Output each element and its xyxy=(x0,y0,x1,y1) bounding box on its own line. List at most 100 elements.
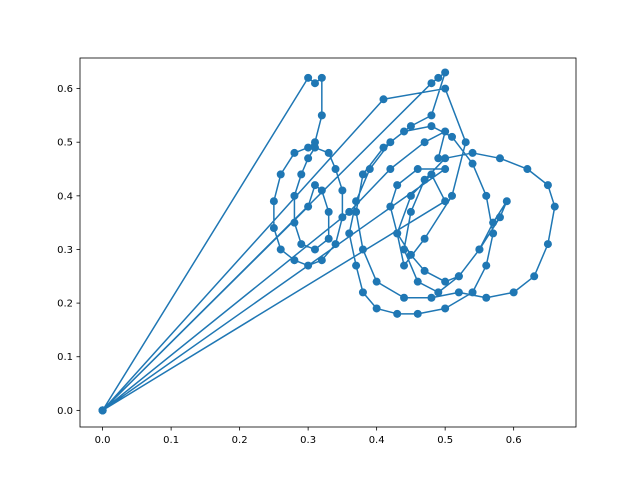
data-point xyxy=(495,213,504,222)
x-tick-label: 0.6 xyxy=(506,435,522,446)
data-point xyxy=(406,207,415,216)
data-point xyxy=(317,111,326,120)
data-point xyxy=(290,256,299,265)
data-point xyxy=(290,218,299,227)
data-point xyxy=(427,122,436,131)
data-point xyxy=(372,277,381,286)
data-point xyxy=(290,191,299,200)
data-point xyxy=(386,202,395,211)
data-point xyxy=(420,266,429,275)
data-point xyxy=(304,143,313,152)
data-point xyxy=(324,234,333,243)
data-point xyxy=(276,170,285,179)
data-point xyxy=(297,170,306,179)
data-point xyxy=(352,207,361,216)
data-point xyxy=(269,224,278,233)
data-point xyxy=(441,68,450,77)
data-point xyxy=(310,245,319,254)
data-point xyxy=(441,197,450,206)
data-point xyxy=(468,288,477,297)
data-point xyxy=(400,293,409,302)
data-point xyxy=(304,261,313,270)
data-point xyxy=(502,197,511,206)
data-point xyxy=(331,240,340,249)
data-point xyxy=(338,186,347,195)
data-point xyxy=(523,165,532,174)
axes-layer: 0.0 0.1 0.2 0.3 0.4 0.5 0.6 0.0 0.1 0.2 0.3 0.4 0.5 0… xyxy=(57,57,577,446)
data-point xyxy=(345,229,354,238)
data-point xyxy=(489,229,498,238)
data-point xyxy=(543,240,552,249)
data-point xyxy=(454,288,463,297)
data-point xyxy=(345,207,354,216)
data-point xyxy=(509,288,518,297)
data-point xyxy=(441,84,450,93)
x-tick-label: 0.1 xyxy=(163,435,179,446)
data-point xyxy=(269,197,278,206)
data-point xyxy=(317,256,326,265)
data-point xyxy=(420,175,429,184)
data-point xyxy=(304,202,313,211)
data-point xyxy=(331,165,340,174)
data-point xyxy=(324,207,333,216)
data-point xyxy=(530,272,539,281)
data-point xyxy=(489,218,498,227)
x-tick-label: 0.2 xyxy=(232,435,248,446)
data-point xyxy=(352,197,361,206)
data-point xyxy=(365,165,374,174)
data-point xyxy=(352,261,361,270)
data-point xyxy=(482,293,491,302)
series-layer xyxy=(98,68,559,415)
data-point xyxy=(441,165,450,174)
data-point xyxy=(317,186,326,195)
data-point xyxy=(310,181,319,190)
data-point xyxy=(379,143,388,152)
data-point xyxy=(338,213,347,222)
data-point xyxy=(468,159,477,168)
data-point xyxy=(406,122,415,131)
y-tick-label: 0.3 xyxy=(57,245,73,256)
data-point xyxy=(434,154,443,163)
data-point xyxy=(413,277,422,286)
data-point xyxy=(434,288,443,297)
data-point xyxy=(427,293,436,302)
data-point xyxy=(304,154,313,163)
data-point xyxy=(310,143,319,152)
y-tick-label: 0.5 xyxy=(57,138,73,149)
data-point xyxy=(475,245,484,254)
data-point xyxy=(543,181,552,190)
data-point xyxy=(386,138,395,147)
x-tick-label: 0.5 xyxy=(437,435,453,446)
data-point xyxy=(393,309,402,318)
data-point xyxy=(290,148,299,157)
data-point xyxy=(406,191,415,200)
y-tick-label: 0.0 xyxy=(57,406,73,417)
data-point xyxy=(448,132,456,141)
data-point xyxy=(482,191,491,200)
x-tick-label: 0.0 xyxy=(95,435,111,446)
data-point xyxy=(297,240,306,249)
axes-frame xyxy=(79,57,577,428)
data-point xyxy=(379,95,388,104)
data-point xyxy=(468,148,477,157)
data-point xyxy=(358,245,367,254)
data-point xyxy=(441,127,450,136)
data-point xyxy=(454,272,463,281)
data-point xyxy=(441,154,450,163)
data-point xyxy=(400,261,409,270)
data-point xyxy=(393,181,402,190)
data-point xyxy=(434,73,443,82)
data-point xyxy=(420,138,429,147)
data-point xyxy=(310,79,319,88)
data-point xyxy=(276,245,285,254)
data-point xyxy=(324,148,333,157)
data-point xyxy=(550,202,559,211)
data-point xyxy=(448,191,456,200)
data-point xyxy=(386,165,395,174)
data-point xyxy=(413,165,422,174)
x-tick-label: 0.4 xyxy=(369,435,385,446)
data-point xyxy=(427,79,436,88)
